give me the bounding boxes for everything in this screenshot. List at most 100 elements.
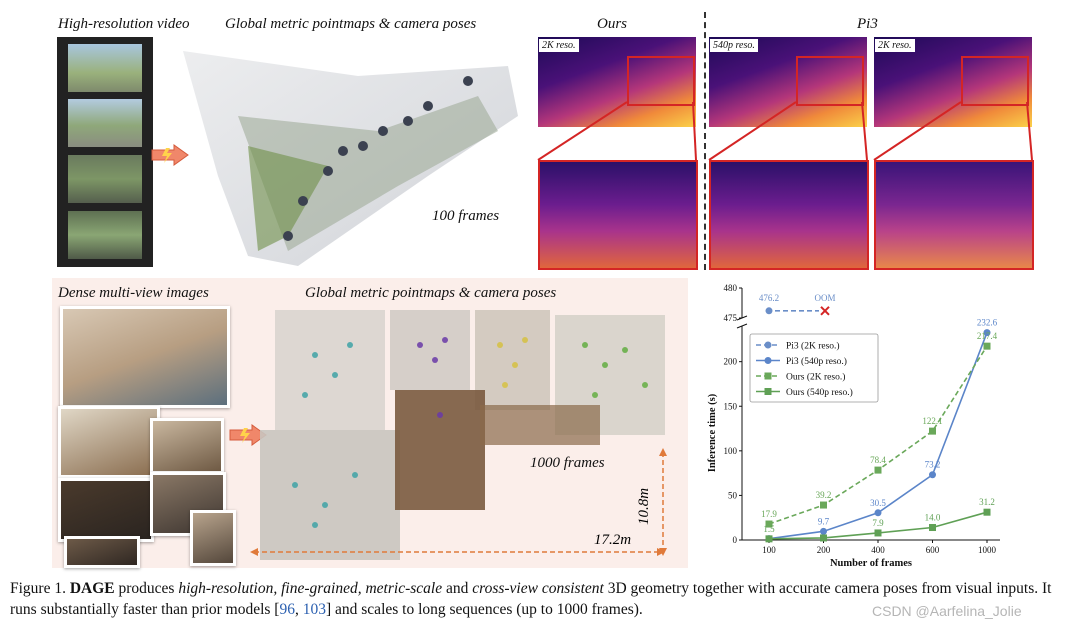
legend-swatch-marker <box>764 372 772 380</box>
data-point <box>983 508 991 516</box>
multiview-image-2 <box>58 406 160 478</box>
data-point <box>929 524 936 532</box>
images-label: Dense multi-view images <box>58 285 209 301</box>
value-label: 14.0 <box>925 513 941 523</box>
chart-axes: 0 50 100 150 200 475 480 100 200 400 600 1000 Number… <box>707 283 1000 569</box>
tag-ours-2k: 2K reso. <box>539 39 579 52</box>
caption-t5: ] and scales to long sequences (up to 10… <box>325 601 643 618</box>
data-point <box>874 466 882 474</box>
arrow-right-icon <box>151 144 189 166</box>
caption-bold: DAGE <box>69 580 115 597</box>
legend-swatch-marker <box>764 357 772 364</box>
caption-t3: 3D geometry together with accurate camer… <box>10 580 1052 618</box>
zoom-connectors <box>537 101 1033 161</box>
value-label: 217.4 <box>977 331 998 341</box>
dim-vertical-label: 10.8m <box>636 487 652 525</box>
x-axis-title: Number of frames <box>830 558 912 569</box>
zoom-pi3-2k <box>874 160 1034 270</box>
video-frame-2 <box>68 99 142 147</box>
depth-ours <box>538 37 696 127</box>
multiview-image-7 <box>64 536 140 568</box>
data-point <box>820 501 827 509</box>
value-label: 73.2 <box>925 460 941 470</box>
crop-box-pi3-540p <box>796 56 864 106</box>
bottom-pointmap-label: Global metric pointmaps & camera poses <box>305 285 557 301</box>
x-tick-label: 1000 <box>978 545 997 555</box>
data-point <box>820 527 827 535</box>
video-label: High-resolution video <box>58 16 190 32</box>
y-tick-label: 100 <box>724 446 738 456</box>
caption-i2: cross-view consistent <box>472 580 604 597</box>
chart-labels: OOM 476.2 9.7 30.5 73.2 232.6 17.9 39.2 78.4 122.… <box>759 293 998 534</box>
x-tick-label: 400 <box>871 545 885 555</box>
y-tick-label: 480 <box>724 283 738 293</box>
figure-caption: Figure 1. DAGE produces high-resolution,… <box>10 578 1078 620</box>
value-label: 31.2 <box>979 497 995 507</box>
depth-pi3-2k <box>874 37 1032 127</box>
value-label: 30.5 <box>870 498 886 508</box>
value-label: 1.5 <box>763 524 775 534</box>
data-point <box>929 471 936 479</box>
value-label: 122.1 <box>922 416 942 426</box>
data-point <box>983 329 991 337</box>
y-tick-label: 150 <box>724 401 738 411</box>
chart-legend: Pi3 (2K reso.) Pi3 (540p reso.) Ours (2K r… <box>749 333 879 403</box>
caption-t4: , <box>294 601 303 618</box>
inference-time-chart: 0 50 100 150 200 475 480 100 200 400 600 1000 Number… <box>707 283 1000 569</box>
y-tick-label: 200 <box>724 357 738 367</box>
crop-box-pi3-2k <box>961 56 1029 106</box>
caption-t1: produces <box>114 580 179 597</box>
y-tick-label: 50 <box>728 490 738 500</box>
pi3-label: Pi3 <box>857 16 878 32</box>
data-point <box>983 342 991 350</box>
y-tick-label: 475 <box>724 313 738 323</box>
divider-line <box>704 12 706 270</box>
data-point <box>874 529 882 537</box>
legend-swatch-marker <box>764 388 772 395</box>
value-label: 9.7 <box>818 516 830 526</box>
legend-label: Ours (2K reso.) <box>786 372 845 383</box>
value-label: 39.2 <box>816 490 832 500</box>
legend-label: Pi3 (2K reso.) <box>786 341 840 352</box>
value-label: 7.9 <box>872 518 884 528</box>
zoom-pi3-540p <box>709 160 869 270</box>
video-frame-4 <box>68 211 142 259</box>
data-point <box>874 509 882 517</box>
caption-t2: and <box>442 580 473 597</box>
oom-label: OOM <box>814 293 835 303</box>
zoom-ours <box>538 160 698 270</box>
ours-label: Ours <box>597 16 628 32</box>
data-point <box>820 534 827 542</box>
data-point <box>765 307 773 315</box>
caption-i1: high-resolution, fine-grained, metric-sc… <box>178 580 443 597</box>
multiview-image-1 <box>60 306 230 408</box>
data-point <box>765 535 773 543</box>
multiview-image-6 <box>190 510 236 566</box>
dim-horizontal-label: 17.2m <box>594 532 632 548</box>
value-label: 232.6 <box>977 318 998 328</box>
watermark: CSDN @Aarfelina_Jolie <box>872 603 1022 619</box>
multiview-image-5 <box>150 472 226 536</box>
x-tick-label: 600 <box>926 545 940 555</box>
bottom-pointmap-image <box>260 310 665 560</box>
depth-pi3-540p <box>709 37 867 127</box>
multiview-image-4 <box>58 478 154 542</box>
data-point <box>765 520 773 528</box>
video-frame-3 <box>68 155 142 203</box>
legend-box <box>749 333 879 403</box>
legend-swatch-marker <box>764 341 772 349</box>
dimension-lines <box>250 448 667 556</box>
citation-103[interactable]: 103 <box>302 601 326 618</box>
crop-box-ours <box>627 56 695 106</box>
caption-prefix: Figure 1. <box>10 580 70 597</box>
film-strip <box>57 37 153 267</box>
tag-pi3-540p: 540p reso. <box>710 39 758 52</box>
tag-pi3-2k: 2K reso. <box>875 39 915 52</box>
citation-96[interactable]: 96 <box>279 601 295 618</box>
top-pointmap-label: Global metric pointmaps & camera poses <box>225 16 477 32</box>
y-tick-label: 0 <box>733 535 738 545</box>
data-point <box>929 427 936 435</box>
x-tick-label: 100 <box>762 545 776 555</box>
value-label: 78.4 <box>870 455 886 465</box>
chart-series <box>765 306 991 543</box>
